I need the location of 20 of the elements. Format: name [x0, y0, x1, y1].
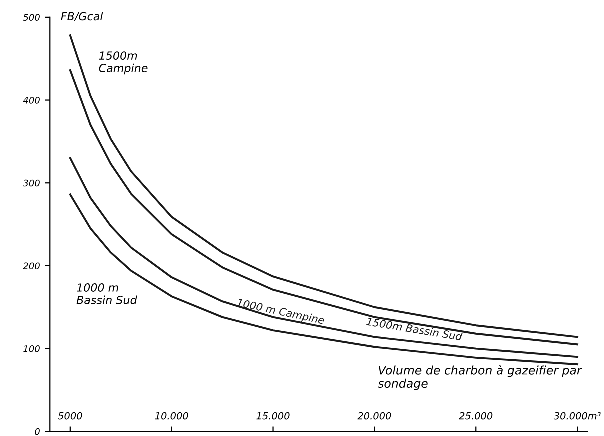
x-tick-label: 15.000	[256, 412, 290, 420]
line-series	[69, 157, 579, 358]
y-axis-title: FB/Gcal	[61, 12, 104, 22]
y-tick-label: 200	[23, 262, 40, 270]
y-tick-label: 0	[35, 428, 40, 436]
line-series	[69, 194, 579, 366]
x-tick-label: 30.000m³	[554, 412, 601, 420]
y-tick-label: 100	[24, 346, 40, 352]
series-label: 1500m Campine	[99, 52, 148, 75]
series-label: 1000 m Bassin Sud	[76, 284, 138, 304]
text: 1500m Bassin Sud	[366, 317, 463, 341]
x-tick-label: 20.000	[358, 412, 392, 420]
x-tick-label: 5000	[58, 412, 82, 420]
y-tick-label: 300	[23, 180, 40, 187]
x-tick-label: 10.000	[155, 412, 188, 420]
x-axis-title: Volume de charbon à gazeifier par sondage	[378, 365, 582, 390]
y-tick-label: 400	[23, 97, 40, 104]
y-tick-label: 500	[23, 14, 40, 21]
x-tick-label: 25.000	[459, 412, 493, 420]
text: 1000 m Campine	[236, 298, 326, 326]
